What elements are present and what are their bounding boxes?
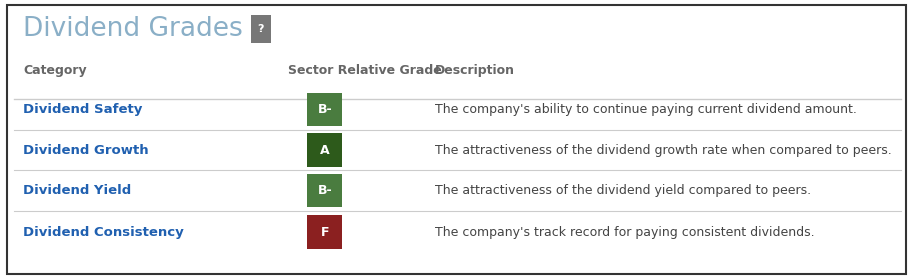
Text: Dividend Safety: Dividend Safety [23,103,142,116]
Text: Dividend Grades: Dividend Grades [23,16,242,42]
Text: Description: Description [435,64,514,77]
FancyBboxPatch shape [307,133,342,167]
FancyBboxPatch shape [307,174,342,207]
Text: Dividend Growth: Dividend Growth [23,144,148,157]
Text: The attractiveness of the dividend growth rate when compared to peers.: The attractiveness of the dividend growt… [435,144,891,157]
Text: Dividend Consistency: Dividend Consistency [23,226,184,239]
Text: ?: ? [257,24,264,34]
FancyBboxPatch shape [7,5,906,274]
FancyBboxPatch shape [307,93,342,126]
Text: B-: B- [318,103,332,116]
Text: Category: Category [23,64,87,77]
Text: F: F [320,226,329,239]
Text: The company's track record for paying consistent dividends.: The company's track record for paying co… [435,226,814,239]
Text: Sector Relative Grade: Sector Relative Grade [288,64,442,77]
Text: B-: B- [318,184,332,197]
FancyBboxPatch shape [307,215,342,249]
FancyBboxPatch shape [251,15,271,43]
Text: The attractiveness of the dividend yield compared to peers.: The attractiveness of the dividend yield… [435,184,811,197]
Text: The company's ability to continue paying current dividend amount.: The company's ability to continue paying… [435,103,856,116]
Text: Dividend Yield: Dividend Yield [23,184,131,197]
Text: A: A [320,144,329,157]
